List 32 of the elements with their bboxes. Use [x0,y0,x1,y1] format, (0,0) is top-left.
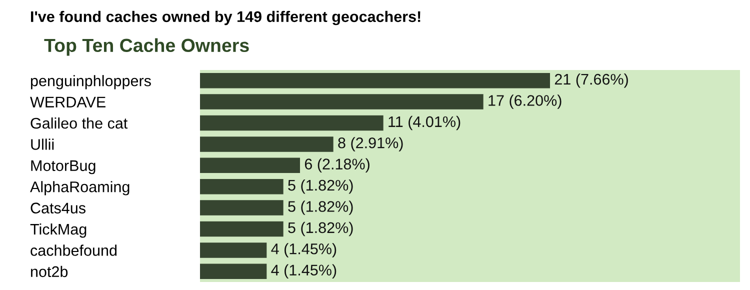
data-label: 6 (2.18%) [304,158,370,173]
bar [200,115,384,131]
chart-title: I've found caches owned by 149 different geocachers! [31,10,420,26]
y-tick-label: Ullii [31,138,54,150]
data-label: 17 (6.20%) [488,94,562,109]
data-label: 4 (1.45%) [271,243,336,258]
bar [200,94,484,110]
data-label: 11 (4.01%) [388,116,460,130]
bar [200,72,550,88]
data-label: 5 (1.82%) [288,179,353,194]
y-tick-label: cachbefound [30,244,117,256]
data-label: 4 (1.45%) [271,264,336,279]
data-label: 21 (7.66%) [554,73,628,88]
bar [200,200,284,216]
bar [200,221,284,237]
y-tick-label: Cats4us [30,202,86,214]
y-tick-label: Galileo the cat [30,117,128,129]
y-tick-label: TickMag [30,223,86,238]
data-label: 5 (1.82%) [288,222,353,236]
y-tick-label: AlphaRoaming [30,181,130,196]
bar [200,242,267,258]
y-tick-label: MotorBug [31,160,96,174]
bar [200,264,267,280]
data-label: 8 (2.91%) [338,137,403,152]
bar [200,178,284,194]
data-label: 5 (1.82%) [288,200,353,215]
bar [200,158,300,174]
y-tick-label: WERDAVE [30,96,106,108]
y-tick-label: not2b [31,266,68,278]
bar [200,136,334,152]
y-tick-label: penguinphloppers [30,75,151,90]
chart-subtitle: Top Ten Cache Owners [44,38,249,56]
